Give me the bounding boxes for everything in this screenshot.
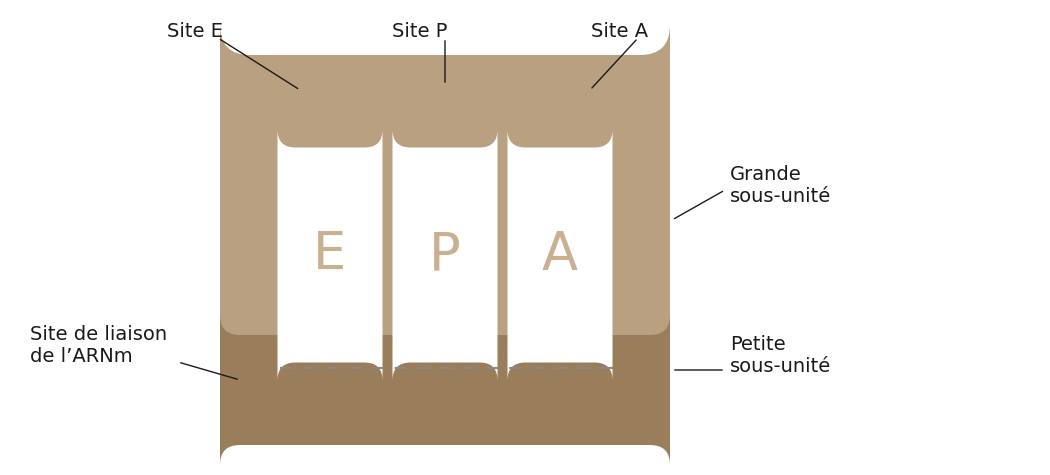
- FancyBboxPatch shape: [393, 130, 498, 380]
- Text: Grande
sous-unité: Grande sous-unité: [730, 164, 832, 206]
- Text: Petite
sous-unité: Petite sous-unité: [730, 334, 832, 376]
- FancyBboxPatch shape: [507, 130, 612, 380]
- Text: A: A: [542, 229, 579, 281]
- FancyBboxPatch shape: [220, 25, 670, 390]
- Text: E: E: [313, 229, 346, 281]
- FancyBboxPatch shape: [220, 315, 670, 465]
- Text: Site de liaison
de l’ARNm: Site de liaison de l’ARNm: [30, 324, 167, 365]
- Text: Site A: Site A: [591, 22, 649, 41]
- FancyBboxPatch shape: [277, 130, 382, 380]
- Text: Site P: Site P: [393, 22, 447, 41]
- Text: P: P: [429, 229, 461, 281]
- Text: Site E: Site E: [167, 22, 223, 41]
